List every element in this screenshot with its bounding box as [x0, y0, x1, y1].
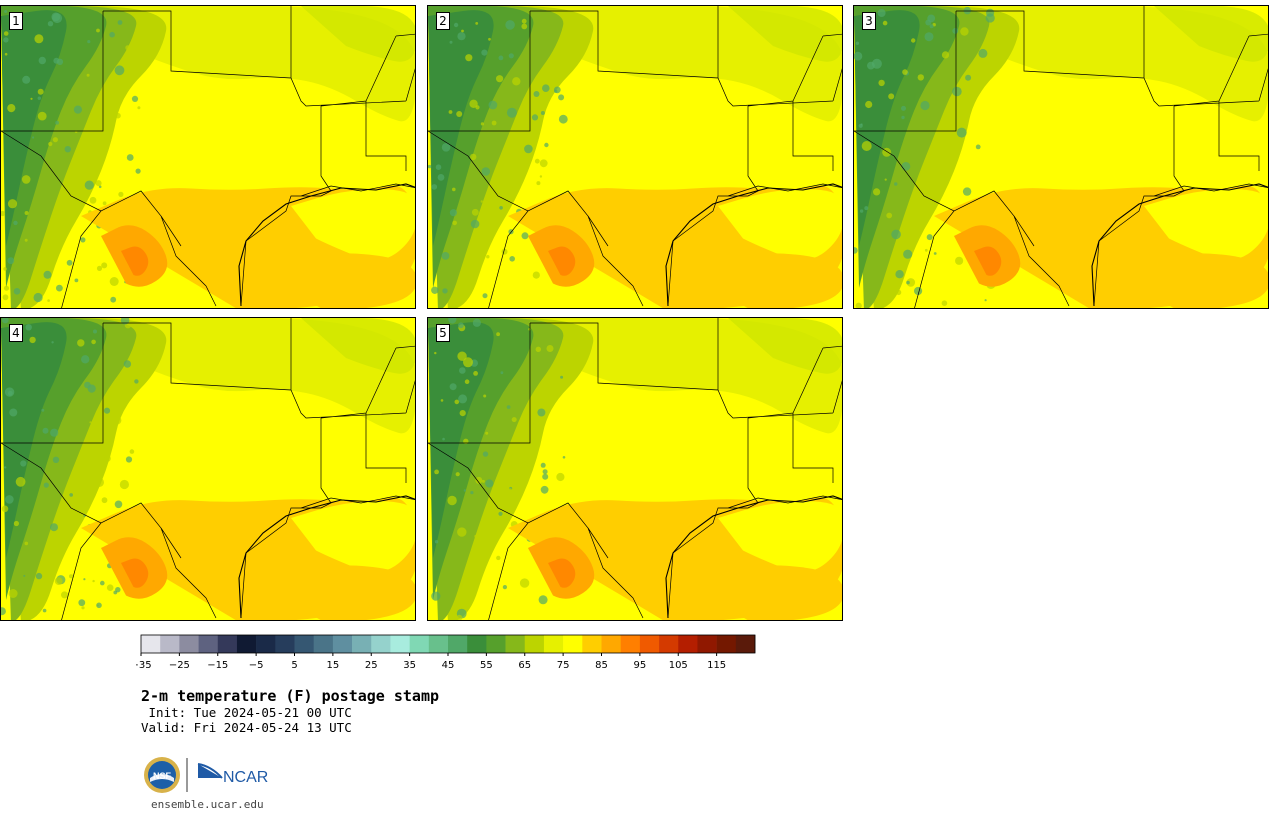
colorbar-tick-label: 75	[557, 660, 570, 671]
figure-title: 2-m temperature (F) postage stamp	[141, 687, 440, 705]
colorbar-tick-label: 115	[707, 660, 726, 671]
colorbar-tick-label: 25	[365, 660, 378, 671]
member-number-label: 1	[9, 12, 23, 30]
ensemble-member-panel: 3	[853, 5, 1269, 309]
colorbar-swatch	[141, 635, 161, 653]
colorbar-swatch	[217, 635, 238, 653]
member-number-label: 5	[436, 324, 450, 342]
colorbar-swatch	[294, 635, 314, 653]
temperature-map	[428, 318, 842, 620]
colorbar-tick-label: 55	[480, 660, 493, 671]
colorbar-swatch	[716, 635, 737, 653]
colorbar-swatch	[409, 635, 430, 653]
colorbar-swatch	[352, 635, 372, 653]
colorbar-tick-label: 15	[327, 660, 340, 671]
colorbar-swatch	[486, 635, 506, 653]
svg-text:NCAR: NCAR	[223, 769, 268, 786]
temperature-map	[1, 6, 415, 308]
website-url: ensemble.ucar.edu	[151, 798, 264, 811]
colorbar-swatch	[639, 635, 660, 653]
member-number-label: 3	[862, 12, 876, 30]
colorbar-swatch	[505, 635, 526, 653]
colorbar-tick-label: −25	[169, 660, 190, 671]
colorbar-tick-label: −35	[136, 660, 152, 671]
colorbar-tick-label: 85	[595, 660, 608, 671]
colorbar-swatch	[601, 635, 621, 653]
colorbar-tick-label: −5	[249, 660, 264, 671]
colorbar-swatch	[735, 635, 756, 653]
temperature-colorbar: −35 −25 −15 −5 5 15 25 35 45 55 65 75 85 95 105 115	[136, 634, 756, 671]
ensemble-member-panel: 1	[0, 5, 416, 309]
temperature-map	[1, 318, 415, 620]
colorbar-swatch	[371, 635, 391, 653]
colorbar-swatch	[390, 635, 410, 653]
colorbar-swatch	[543, 635, 564, 653]
member-number-label: 2	[436, 12, 450, 30]
colorbar-swatch	[313, 635, 334, 653]
temperature-map	[428, 6, 842, 308]
colorbar-swatch	[236, 635, 257, 653]
colorbar-swatch	[697, 635, 717, 653]
title-block: 2-m temperature (F) postage stamp Init: …	[141, 687, 439, 735]
ensemble-member-panel: 4	[0, 317, 416, 621]
colorbar-swatch	[620, 635, 641, 653]
colorbar-swatch	[448, 635, 468, 653]
colorbar-tick-label: 65	[518, 660, 531, 671]
colorbar-swatch	[198, 635, 219, 653]
sponsor-logos: NSF NCAR	[144, 757, 268, 793]
colorbar-swatch	[563, 635, 583, 653]
member-number-label: 4	[9, 324, 23, 342]
colorbar-swatch	[582, 635, 602, 653]
ensemble-member-panel: 2	[427, 5, 843, 309]
colorbar-swatch	[256, 635, 276, 653]
svg-text:NSF: NSF	[153, 771, 172, 781]
ensemble-member-panel: 5	[427, 317, 843, 621]
colorbar-swatch	[179, 635, 199, 653]
colorbar-swatch	[659, 635, 679, 653]
ncar-logo: NCAR	[197, 763, 268, 786]
nsf-logo: NSF	[144, 757, 180, 793]
colorbar-tick-label: 5	[291, 660, 297, 671]
colorbar-swatch	[275, 635, 295, 653]
colorbar-tick-label: 105	[669, 660, 688, 671]
colorbar-tick-label: 45	[442, 660, 455, 671]
colorbar-tick-label: 95	[634, 660, 647, 671]
valid-time: Valid: Fri 2024-05-24 13 UTC	[141, 720, 352, 735]
colorbar-swatch	[524, 635, 545, 653]
colorbar-swatch	[428, 635, 449, 653]
colorbar-swatch	[678, 635, 698, 653]
colorbar-swatch	[160, 635, 180, 653]
temperature-map	[854, 6, 1268, 308]
colorbar-tick-label: 35	[403, 660, 416, 671]
init-time: Init: Tue 2024-05-21 00 UTC	[141, 705, 352, 720]
colorbar-tick-label: −15	[207, 660, 228, 671]
colorbar-swatch	[467, 635, 487, 653]
colorbar-swatch	[332, 635, 353, 653]
